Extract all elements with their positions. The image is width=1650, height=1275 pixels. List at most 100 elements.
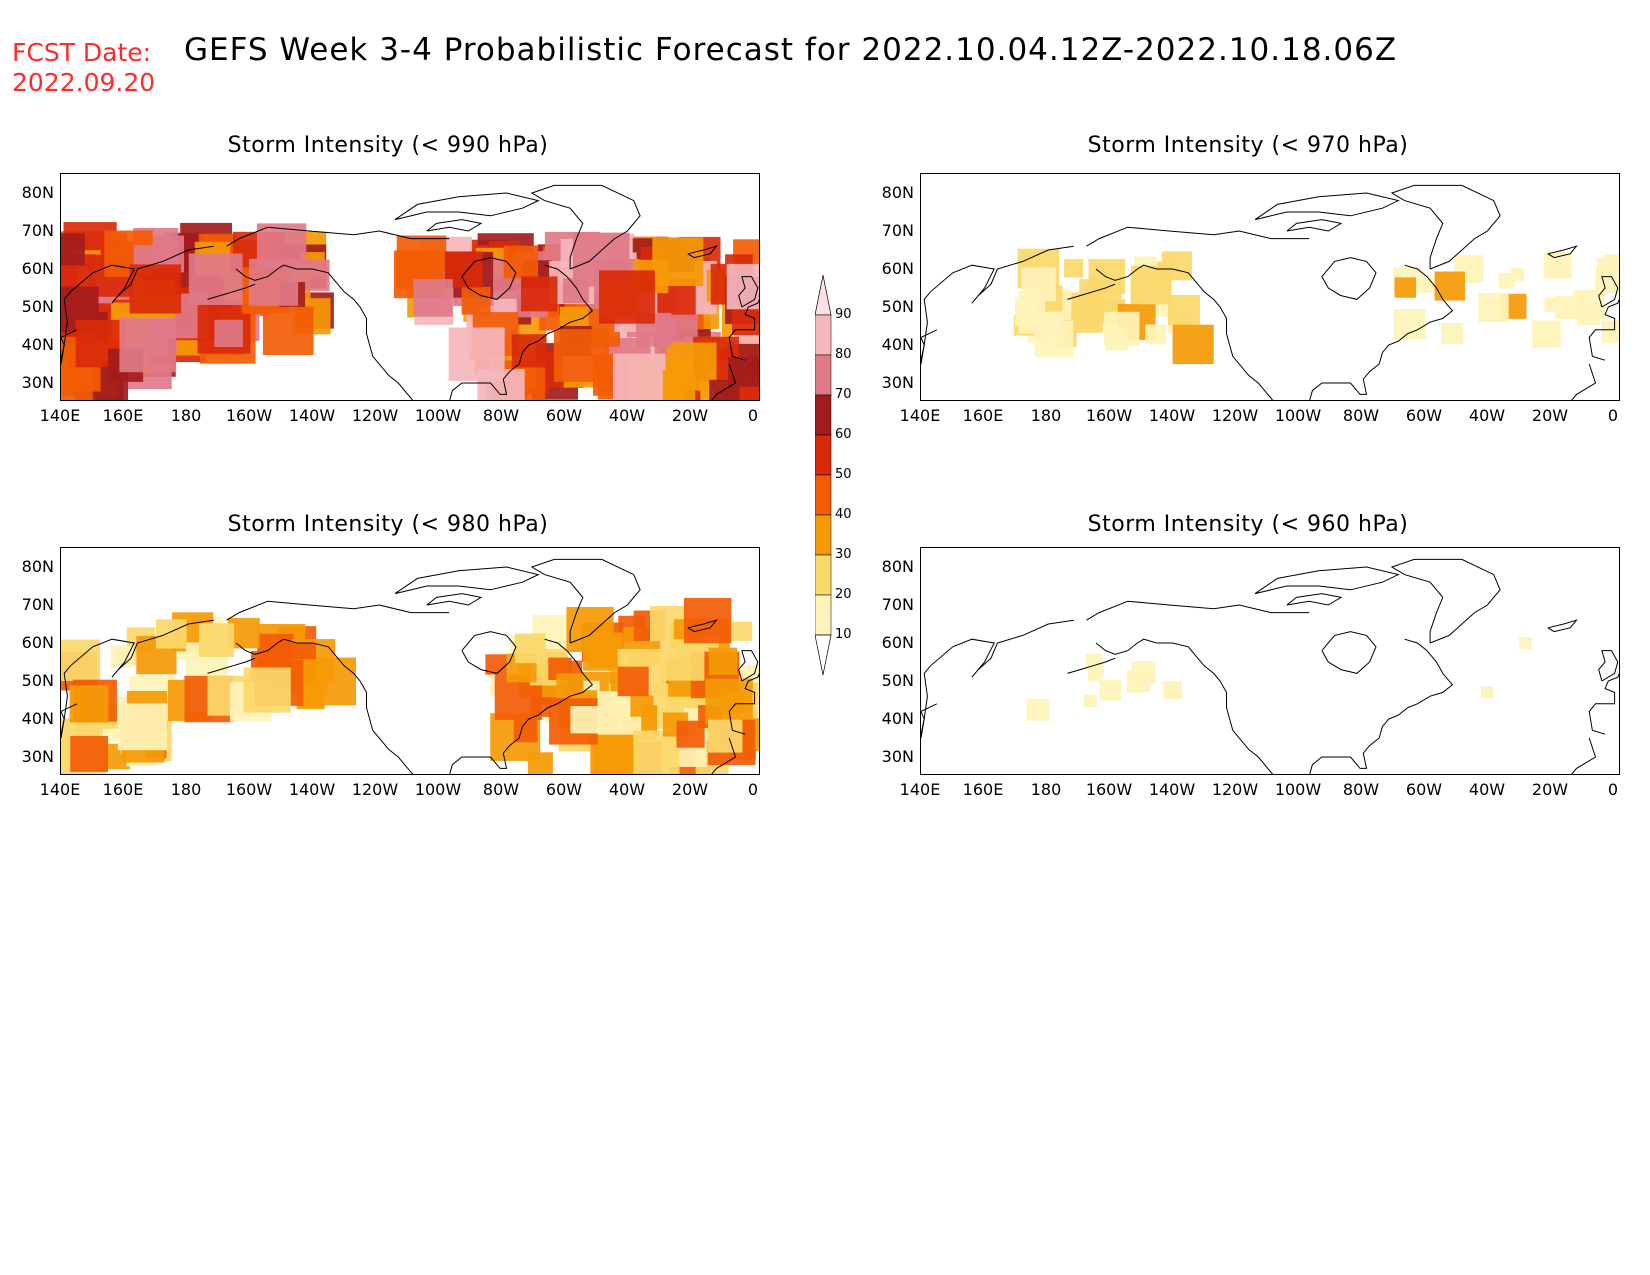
lon-tick-label: 20W (671, 406, 709, 425)
lat-tick-label: 40N (881, 335, 914, 354)
lat-tick-label: 60N (21, 259, 54, 278)
probability-cell (129, 264, 181, 314)
coastline (449, 264, 594, 400)
coastline (1309, 638, 1454, 774)
page-title: GEFS Week 3-4 Probabilistic Forecast for… (184, 32, 1398, 68)
lon-tick-label: 100W (414, 780, 462, 799)
lon-tick-label: 20W (1531, 780, 1569, 799)
lon-tick-label: 180 (1030, 406, 1062, 425)
coastline (530, 184, 641, 270)
lon-tick-label: 140E (39, 780, 81, 799)
colorbar-segment (814, 354, 832, 396)
colorbar-segment (814, 514, 832, 556)
coastline (1254, 192, 1400, 221)
probability-cell (461, 286, 491, 315)
lat-tick-label: 80N (881, 557, 914, 576)
probability-cell (662, 370, 696, 400)
lon-tick-label: 140E (899, 780, 941, 799)
probability-cell (708, 647, 738, 675)
lon-tick-label: 60W (545, 406, 583, 425)
coastline (1598, 650, 1619, 682)
probability-cell (413, 279, 453, 317)
coastline (207, 283, 256, 300)
probability-cell (1063, 259, 1084, 278)
panel-title-960: Storm Intensity (< 960 hPa) (1087, 512, 1409, 537)
coastline (235, 638, 414, 774)
colorbar-bottom-arrow (814, 634, 832, 676)
probability-cell (1088, 259, 1126, 295)
probability-cell (1555, 295, 1580, 319)
lat-tick-label: 30N (21, 747, 54, 766)
coastline (461, 631, 517, 674)
probability-cell (1026, 698, 1050, 721)
lat-tick-label: 60N (21, 633, 54, 652)
probability-cell (530, 697, 552, 717)
coastline (921, 703, 938, 735)
coastline (738, 650, 759, 682)
lat-tick-label: 50N (881, 297, 914, 316)
lon-tick-label: 80W (1342, 406, 1380, 425)
probability-cell (214, 319, 243, 347)
coastline (394, 566, 540, 595)
probability-cell (1015, 297, 1046, 326)
lat-tick-label: 60N (881, 633, 914, 652)
probability-cell (262, 306, 314, 355)
probability-cell (676, 720, 705, 748)
coastline (1254, 566, 1400, 595)
probability-cell (632, 730, 680, 774)
map-panel-960 (920, 547, 1620, 775)
coastline (235, 264, 414, 400)
probability-cell (248, 258, 299, 306)
lon-tick-label: 160W (1085, 780, 1133, 799)
colorbar-segment (814, 434, 832, 476)
probability-cell (1393, 309, 1426, 339)
colorbar-level-label: 60 (835, 427, 852, 442)
coastline (1067, 283, 1116, 300)
probability-field (1026, 636, 1532, 721)
lon-tick-label: 180 (170, 780, 202, 799)
probability-cell (1071, 303, 1099, 329)
colorbar-segment (814, 554, 832, 596)
colorbar-level-label: 30 (835, 547, 852, 562)
coastline (61, 619, 214, 739)
lat-tick-label: 80N (881, 183, 914, 202)
probability-cell (1167, 294, 1200, 326)
coastline (1067, 657, 1116, 674)
lon-tick-label: 40W (608, 406, 646, 425)
coastline (449, 638, 594, 774)
coastline (530, 558, 641, 644)
lon-tick-label: 60W (545, 780, 583, 799)
probability-cell (570, 706, 600, 734)
lon-tick-label: 60W (1405, 406, 1443, 425)
lon-tick-label: 160E (102, 406, 144, 425)
lat-tick-label: 50N (21, 671, 54, 690)
coastline (738, 276, 759, 308)
probability-cell (1163, 680, 1182, 699)
probability-cell (661, 639, 705, 681)
probability-cell (155, 619, 187, 649)
probability-cell (1596, 258, 1619, 282)
probability-cell (1172, 324, 1214, 364)
probability-cell (726, 263, 759, 310)
coastline (1086, 226, 1310, 247)
coastline (1286, 219, 1343, 232)
lon-tick-label: 40W (1468, 780, 1506, 799)
lon-tick-label: 140W (288, 406, 336, 425)
probability-cell (514, 633, 546, 664)
lon-tick-label: 80W (482, 406, 520, 425)
lat-tick-label: 30N (881, 373, 914, 392)
lat-tick-label: 70N (21, 221, 54, 240)
probability-cell (70, 735, 108, 772)
coastline (1286, 593, 1343, 606)
coastline (1547, 245, 1578, 259)
probability-cell (1532, 320, 1561, 348)
probability-cell (1478, 293, 1509, 323)
lon-tick-label: 140E (39, 406, 81, 425)
panel-title-990: Storm Intensity (< 990 hPa) (227, 133, 549, 158)
lon-tick-label: 120W (351, 780, 399, 799)
coastline (1547, 619, 1578, 633)
probability-field (61, 597, 759, 774)
probability-cell (1085, 653, 1103, 670)
probability-cell (553, 329, 610, 382)
probability-field (1013, 248, 1619, 364)
